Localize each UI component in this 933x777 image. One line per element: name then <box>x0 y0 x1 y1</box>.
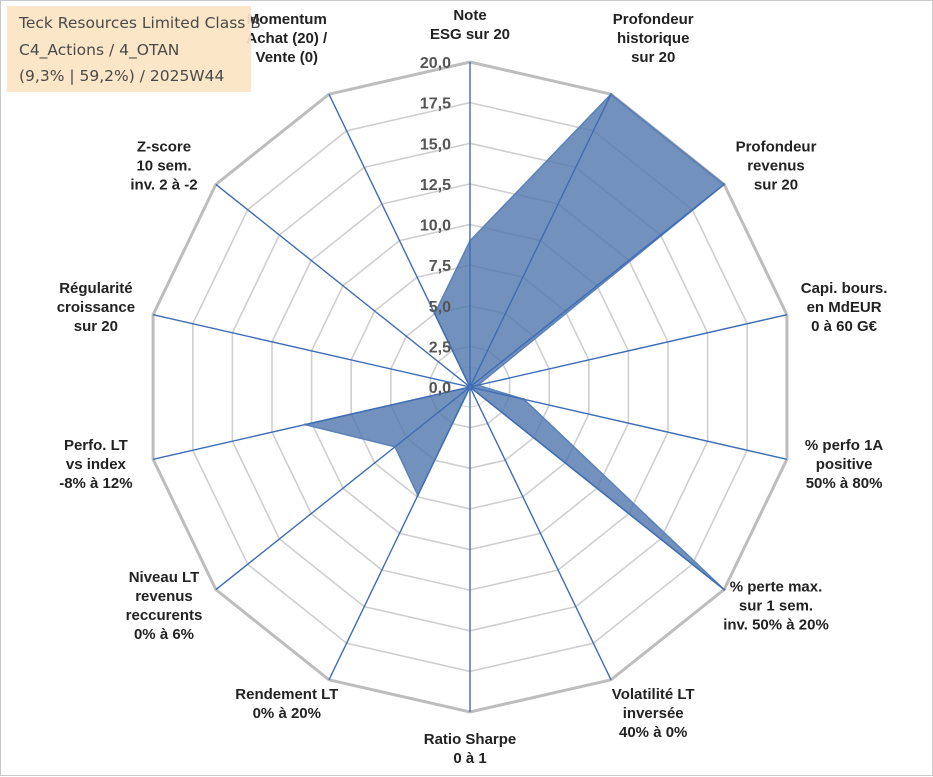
axis-label-line: 10 sem. <box>136 157 191 174</box>
axis-label-11: Régularité croissance sur 20 <box>57 280 135 335</box>
data-point-4 <box>522 398 526 401</box>
data-point-5 <box>722 588 726 591</box>
tick-label-3: 7,5 <box>429 258 451 275</box>
tick-label-4: 10,0 <box>420 218 451 235</box>
axis-label-8: Rendement LT 0% à 20% <box>235 686 338 722</box>
axis-label-line: Vente (0) <box>256 49 319 66</box>
data-area <box>305 93 726 591</box>
axis-label-6: Volatilité LT inversée 40% à 0% <box>612 686 695 741</box>
axis-label-line: Régularité <box>59 280 132 297</box>
axis-label-line: ESG sur 20 <box>430 26 510 43</box>
axis-label-line: inv. 2 à -2 <box>130 176 197 193</box>
tick-label-0: 0,0 <box>429 380 451 397</box>
title-box: Teck Resources Limited Class B C4_Action… <box>7 6 261 92</box>
tick-label-7: 17,5 <box>420 96 451 113</box>
tick-label-8: 20,0 <box>420 55 451 72</box>
title-line-1: Teck Resources Limited Class B <box>19 14 261 32</box>
data-point-8 <box>416 494 419 497</box>
axis-label-line: revenus <box>747 157 805 174</box>
spoke-10 <box>152 386 471 460</box>
axis-label-line: inv. 50% à 20% <box>723 617 829 634</box>
data-point-2 <box>722 183 726 186</box>
axis-label-line: sur 1 sem. <box>739 598 813 615</box>
axis-label-5: % perte max. sur 1 sem. inv. 50% à 20% <box>723 579 829 634</box>
axis-label-3: Capi. bours. en MdEUR 0 à 60 G€ <box>801 280 888 335</box>
axis-label-line: historique <box>617 30 690 47</box>
axis-label-line: Niveau LT <box>129 569 200 586</box>
title-line-2: C4_Actions / 4_OTAN <box>19 41 180 59</box>
axis-label-line: 0 à 60 G€ <box>811 318 878 335</box>
axis-label-line: 0% à 6% <box>134 626 194 643</box>
tick-label-2: 5,0 <box>429 299 451 316</box>
axis-label-line: % perte max. <box>730 579 823 596</box>
spoke-3 <box>469 314 788 388</box>
tick-label-6: 15,0 <box>420 136 451 153</box>
data-point-1 <box>609 93 613 96</box>
axis-label-line: sur 20 <box>631 49 675 66</box>
axis-label-line: vs index <box>66 456 127 473</box>
axis-label-line: Momentum <box>247 11 327 28</box>
title-line-3: (9,3% | 59,2%) / 2025W44 <box>19 67 225 85</box>
axis-label-7: Ratio Sharpe 0 à 1 <box>424 731 517 767</box>
axis-label-2: Profondeur revenus sur 20 <box>736 138 817 193</box>
axis-label-10: Perfo. LT vs index -8% à 12% <box>59 437 132 492</box>
axis-label-13: Momentum Achat (20) / Vente (0) <box>246 11 328 66</box>
axis-label-line: en MdEUR <box>807 299 882 316</box>
axis-label-line: inversée <box>623 705 684 722</box>
data-point-13 <box>433 312 436 315</box>
data-point-9 <box>393 445 397 448</box>
data-point-10 <box>304 423 307 426</box>
axis-label-line: Volatilité LT <box>612 686 695 703</box>
axis-label-line: 50% à 80% <box>806 475 883 492</box>
tick-label-1: 2,5 <box>429 339 451 356</box>
axis-label-1: Profondeur historique sur 20 <box>613 11 694 66</box>
axis-label-4: % perfo 1A positive 50% à 80% <box>805 437 884 492</box>
tick-label-5: 12,5 <box>420 177 451 194</box>
spoke-9 <box>215 386 471 591</box>
axis-label-line: Achat (20) / <box>246 30 328 47</box>
axis-label-line: positive <box>816 456 873 473</box>
spoke-8 <box>328 386 471 681</box>
axis-label-line: croissance <box>57 299 135 316</box>
axis-label-line: Profondeur <box>613 11 694 28</box>
spoke-1 <box>469 93 612 388</box>
axis-label-line: -8% à 12% <box>59 475 132 492</box>
spoke-11 <box>152 314 471 388</box>
spoke-6 <box>469 386 612 681</box>
data-point-0 <box>468 239 472 242</box>
axis-label-line: sur 20 <box>754 176 798 193</box>
axis-label-12: Z-score 10 sem. inv. 2 à -2 <box>130 138 197 193</box>
axis-label-line: 40% à 0% <box>619 724 687 741</box>
axis-label-line: Rendement LT <box>235 686 338 703</box>
axis-label-line: Capi. bours. <box>801 280 888 297</box>
axis-label-line: reccurents <box>126 607 203 624</box>
axis-label-line: revenus <box>135 588 193 605</box>
spoke-12 <box>215 183 471 388</box>
axis-label-line: % perfo 1A <box>805 437 884 454</box>
axis-label-line: Z-score <box>137 138 191 155</box>
axis-label-line: 0% à 20% <box>253 705 321 722</box>
data-point-3 <box>476 384 480 387</box>
spoke-13 <box>328 93 471 388</box>
axis-label-line: Perfo. LT <box>64 437 128 454</box>
axis-label-line: sur 20 <box>74 318 118 335</box>
spoke-5 <box>469 386 725 591</box>
data-point-12 <box>468 385 472 389</box>
axis-label-line: Profondeur <box>736 138 817 155</box>
spoke-2 <box>469 183 725 388</box>
axis-label-9: Niveau LT revenus reccurents 0% à 6% <box>126 569 203 643</box>
axis-label-line: Ratio Sharpe <box>424 731 517 748</box>
axis-label-line: 0 à 1 <box>453 750 486 767</box>
axis-label-line: Note <box>453 7 486 24</box>
axis-label-0: Note ESG sur 20 <box>430 7 510 43</box>
